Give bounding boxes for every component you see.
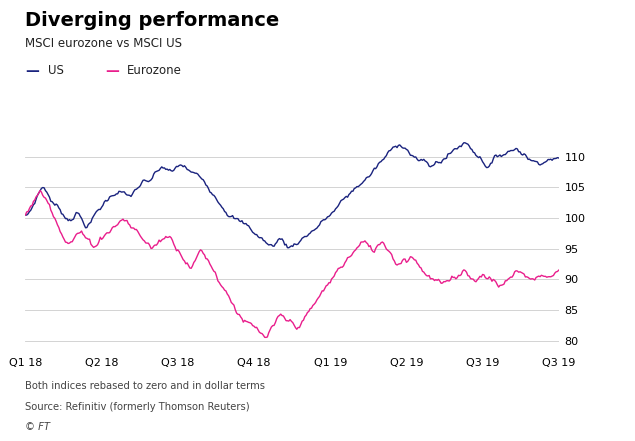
Text: Both indices rebased to zero and in dollar terms: Both indices rebased to zero and in doll… <box>25 381 265 392</box>
Text: US: US <box>48 64 64 77</box>
Text: —: — <box>25 64 39 78</box>
Text: © FT: © FT <box>25 422 50 433</box>
Text: Eurozone: Eurozone <box>127 64 182 77</box>
Text: MSCI eurozone vs MSCI US: MSCI eurozone vs MSCI US <box>25 37 182 50</box>
Text: —: — <box>105 64 119 78</box>
Text: Source: Refinitiv (formerly Thomson Reuters): Source: Refinitiv (formerly Thomson Reut… <box>25 402 250 412</box>
Text: Diverging performance: Diverging performance <box>25 11 279 30</box>
